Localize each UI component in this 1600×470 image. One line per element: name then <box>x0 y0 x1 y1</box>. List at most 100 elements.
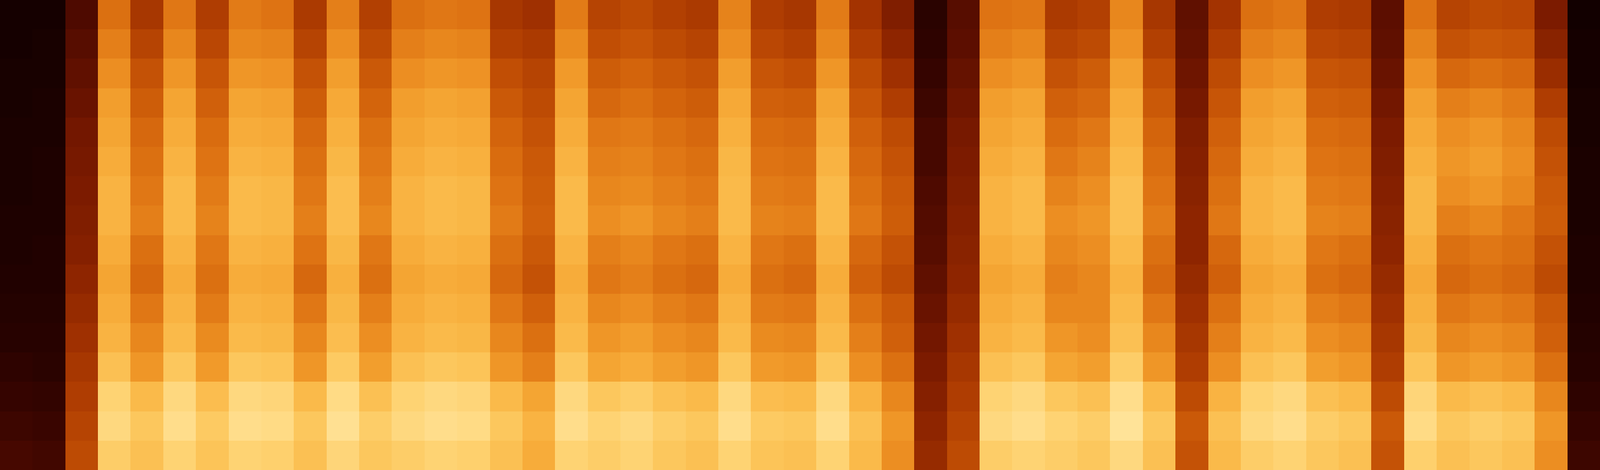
heat-cell <box>228 235 262 265</box>
heat-cell <box>195 29 229 60</box>
heat-cell <box>359 29 393 60</box>
heat-cell <box>424 352 458 383</box>
heat-cell <box>1404 381 1438 412</box>
heat-cell <box>490 440 524 470</box>
heat-cell <box>1240 88 1274 119</box>
heat-cell <box>1175 146 1209 177</box>
heat-cell <box>1436 205 1470 236</box>
heat-cell <box>163 411 197 442</box>
heat-cell <box>1012 88 1046 119</box>
heat-cell <box>718 264 752 295</box>
heat-cell <box>32 176 66 206</box>
heat-cell <box>750 440 784 470</box>
heat-cell <box>293 117 327 148</box>
heat-cell <box>522 411 556 442</box>
heat-cell <box>1208 29 1242 60</box>
heat-cell <box>424 235 458 265</box>
heat-cell <box>1436 322 1470 353</box>
heat-cell <box>130 235 164 265</box>
heat-cell <box>1012 29 1046 60</box>
heat-cell <box>1142 293 1176 324</box>
heat-cell <box>816 58 850 89</box>
heat-cell <box>1306 58 1340 89</box>
heat-cell <box>1012 176 1046 206</box>
heat-cell <box>195 411 229 442</box>
heat-cell <box>1273 235 1307 265</box>
heat-cell <box>718 58 752 89</box>
heat-cell <box>587 58 621 89</box>
heat-cell <box>1534 264 1568 295</box>
heat-cell <box>391 58 425 89</box>
heat-cell <box>195 264 229 295</box>
heat-cell <box>849 0 883 30</box>
heat-cell <box>97 58 131 89</box>
heat-cell <box>1567 322 1600 353</box>
heat-cell <box>163 264 197 295</box>
heat-cell <box>1045 440 1079 470</box>
heat-cell <box>1371 29 1405 60</box>
heat-cell <box>1077 88 1111 119</box>
heat-cell <box>1371 440 1405 470</box>
heat-cell <box>947 381 981 412</box>
heat-cell <box>1469 440 1503 470</box>
heat-cell <box>228 117 262 148</box>
heat-cell <box>849 293 883 324</box>
heat-cell <box>97 440 131 470</box>
heat-cell <box>816 381 850 412</box>
heat-cell <box>1306 176 1340 206</box>
heat-cell <box>652 322 686 353</box>
heat-cell <box>261 117 295 148</box>
heat-cell <box>554 29 588 60</box>
heat-cell <box>816 146 850 177</box>
heat-cell <box>1012 322 1046 353</box>
heat-cell <box>914 205 948 236</box>
heat-cell <box>1371 0 1405 30</box>
heat-cell <box>620 352 654 383</box>
heat-cell <box>1306 440 1340 470</box>
heat-cell <box>816 176 850 206</box>
heat-cell <box>228 88 262 119</box>
heat-cell <box>522 322 556 353</box>
heat-cell <box>261 205 295 236</box>
heat-cell <box>718 440 752 470</box>
heat-cell <box>261 29 295 60</box>
heat-cell <box>261 0 295 30</box>
heat-cell <box>979 440 1013 470</box>
heat-cell <box>1240 381 1274 412</box>
heat-cell <box>1077 58 1111 89</box>
heat-cell <box>1208 440 1242 470</box>
heat-cell <box>947 117 981 148</box>
heat-cell <box>1142 264 1176 295</box>
heat-cell <box>947 322 981 353</box>
heat-cell <box>32 322 66 353</box>
heat-cell <box>1567 352 1600 383</box>
heat-cell <box>195 381 229 412</box>
heat-cell <box>750 58 784 89</box>
heat-cell <box>490 205 524 236</box>
heat-cell <box>1371 235 1405 265</box>
heat-cell <box>849 88 883 119</box>
heat-cell <box>1208 58 1242 89</box>
heat-cell <box>1077 117 1111 148</box>
heat-cell <box>1240 29 1274 60</box>
heat-cell <box>1109 58 1143 89</box>
heat-cell <box>1045 0 1079 30</box>
heat-cell <box>1175 235 1209 265</box>
heat-cell <box>1502 117 1536 148</box>
heat-cell <box>1208 235 1242 265</box>
heat-cell <box>1045 58 1079 89</box>
heat-cell <box>652 117 686 148</box>
heat-cell <box>424 58 458 89</box>
heat-cell <box>130 205 164 236</box>
heat-cell <box>32 293 66 324</box>
heat-cell <box>947 0 981 30</box>
heat-cell <box>490 58 524 89</box>
heat-cell <box>620 88 654 119</box>
heat-cell <box>718 88 752 119</box>
heat-cell <box>652 205 686 236</box>
heat-cell <box>1469 411 1503 442</box>
heat-cell <box>0 235 33 265</box>
heat-cell <box>522 117 556 148</box>
heat-cell <box>391 205 425 236</box>
heat-cell <box>490 293 524 324</box>
